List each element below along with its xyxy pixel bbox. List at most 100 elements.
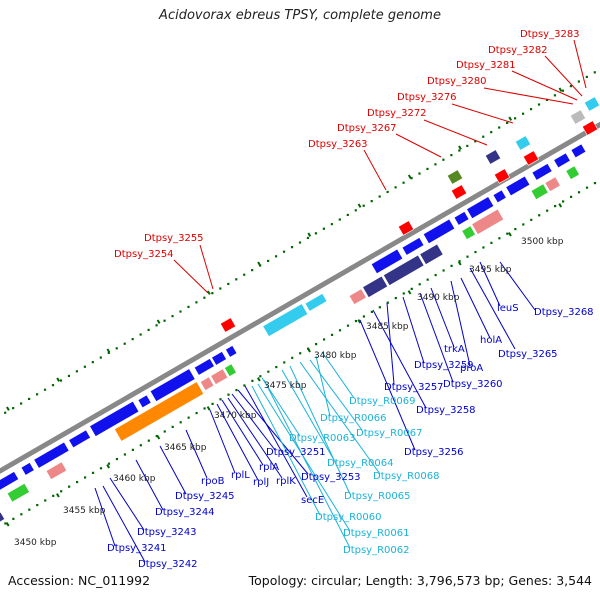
rna-gene-labels: Dtpsy_R0069 Dtpsy_R0066 Dtpsy_R0067 Dtps… [289,396,440,556]
leader-line [315,355,331,417]
gene-label[interactable]: Dtpsy_3260 [443,379,503,390]
tick-dot [482,135,485,138]
gene-feature [262,303,309,338]
gene-feature [565,165,580,180]
gene-label[interactable]: Dtpsy_3253 [301,472,361,483]
leader-line [227,397,283,479]
tick-dot [36,503,39,507]
gene-features [0,96,600,525]
kbp-label: 3455 kbp [63,506,106,516]
gene-label[interactable]: holA [480,335,502,346]
gene-label[interactable]: Dtpsy_R0063 [289,433,356,444]
tick-dot [521,112,525,115]
gene-label[interactable]: Dtpsy_3244 [155,507,215,518]
gene-feature [224,363,237,377]
gene-label[interactable]: Dtpsy_3243 [137,527,197,538]
leader-line [173,259,209,294]
gene-label[interactable]: Dtpsy_3259 [414,360,474,371]
gene-label[interactable]: Dtpsy_3281 [456,60,516,71]
tick-dot [498,126,501,129]
leader-line [94,487,116,547]
tick-dot [585,75,588,79]
gene-label[interactable]: Dtpsy_3283 [520,29,580,40]
gene-label[interactable]: proA [460,363,483,374]
gene-label[interactable]: Dtpsy_R0064 [327,458,394,469]
tick-dot [426,167,429,171]
gene-label[interactable]: Dtpsy_3282 [488,45,548,56]
tick-dot [514,117,517,120]
gene-label[interactable]: rplK [276,476,296,487]
gene-feature [397,220,415,236]
tick-dot [354,209,357,212]
gene-feature [45,461,68,480]
tick-mark [106,464,111,469]
gene-feature [581,120,599,136]
gene-label[interactable]: Dtpsy_3254 [114,249,174,260]
tick-mark [407,174,412,179]
tick-dot [219,287,222,290]
tick-dot [434,273,437,277]
gene-label[interactable]: Dtpsy_3256 [404,447,464,458]
gene-label[interactable]: Dtpsy_R0061 [343,528,410,539]
tick-mark [257,261,261,266]
gene-label[interactable]: Dtpsy_3241 [107,543,167,554]
tick-dot [235,388,238,392]
gene-label[interactable]: rplA [259,462,279,473]
tick-dot [314,232,318,235]
gene-label[interactable]: Dtpsy_3257 [384,382,444,393]
gene-label[interactable]: rplL [231,470,250,481]
gene-feature [419,243,444,265]
tick-dot [434,163,437,166]
tick-mark [206,406,211,411]
tick-dot [131,338,134,341]
gene-feature [348,288,367,305]
leader-line [430,287,455,348]
gene-label[interactable]: Dtpsy_R0066 [320,413,387,424]
tick-dot [362,315,366,318]
gene-label[interactable]: Dtpsy_3280 [427,76,487,87]
tick-dot [227,393,230,396]
gene-label[interactable]: Dtpsy_3272 [367,108,427,119]
gene-label[interactable]: Dtpsy_R0069 [349,396,416,407]
gene-label[interactable]: trkA [444,344,465,355]
gene-feature [382,254,425,286]
tick-dot [187,305,190,309]
gene-label[interactable]: Dtpsy_3268 [534,307,594,318]
gene-label[interactable]: secE [301,495,324,506]
gene-label[interactable]: Dtpsy_3255 [144,233,204,244]
tick-dot [99,467,103,470]
tick-dot [338,329,342,332]
gene-label[interactable]: leuS [497,303,519,314]
gene-label[interactable]: Dtpsy_3245 [175,491,235,502]
gene-label[interactable]: Dtpsy_R0062 [343,545,410,556]
gene-feature [493,168,511,184]
gene-label[interactable]: Dtpsy_3276 [397,92,457,103]
gene-feature [401,237,425,256]
gene-feature [149,368,196,403]
gene-label[interactable]: Dtpsy_3251 [266,447,326,458]
kbp-label: 3485 kbp [366,322,409,332]
tick-dot [338,218,341,221]
gene-label[interactable]: Dtpsy_3265 [498,349,558,360]
gene-feature [225,345,238,358]
gene-label[interactable]: Dtpsy_R0065 [344,491,411,502]
gene-label[interactable]: Dtpsy_R0060 [315,512,382,523]
gene-label[interactable]: rplJ [253,477,269,488]
gene-label[interactable]: Dtpsy_R0068 [373,471,440,482]
tick-dot [147,328,150,332]
gene-label[interactable]: Dtpsy_R0067 [356,428,423,439]
tick-dot [195,411,198,415]
tick-dot [20,513,23,516]
gene-label[interactable]: Dtpsy_3263 [308,139,368,150]
tick-dot [546,209,549,212]
leader-line [483,87,574,105]
tick-mark [357,319,362,324]
tick-dot [482,246,485,249]
tick-dot [506,232,509,235]
gene-label[interactable]: Dtpsy_3267 [337,123,397,134]
gene-label[interactable]: Dtpsy_3242 [138,559,198,570]
gene-label[interactable]: rpoB [201,476,225,487]
tick-dot [52,494,55,497]
gene-label[interactable]: Dtpsy_3258 [416,405,476,416]
